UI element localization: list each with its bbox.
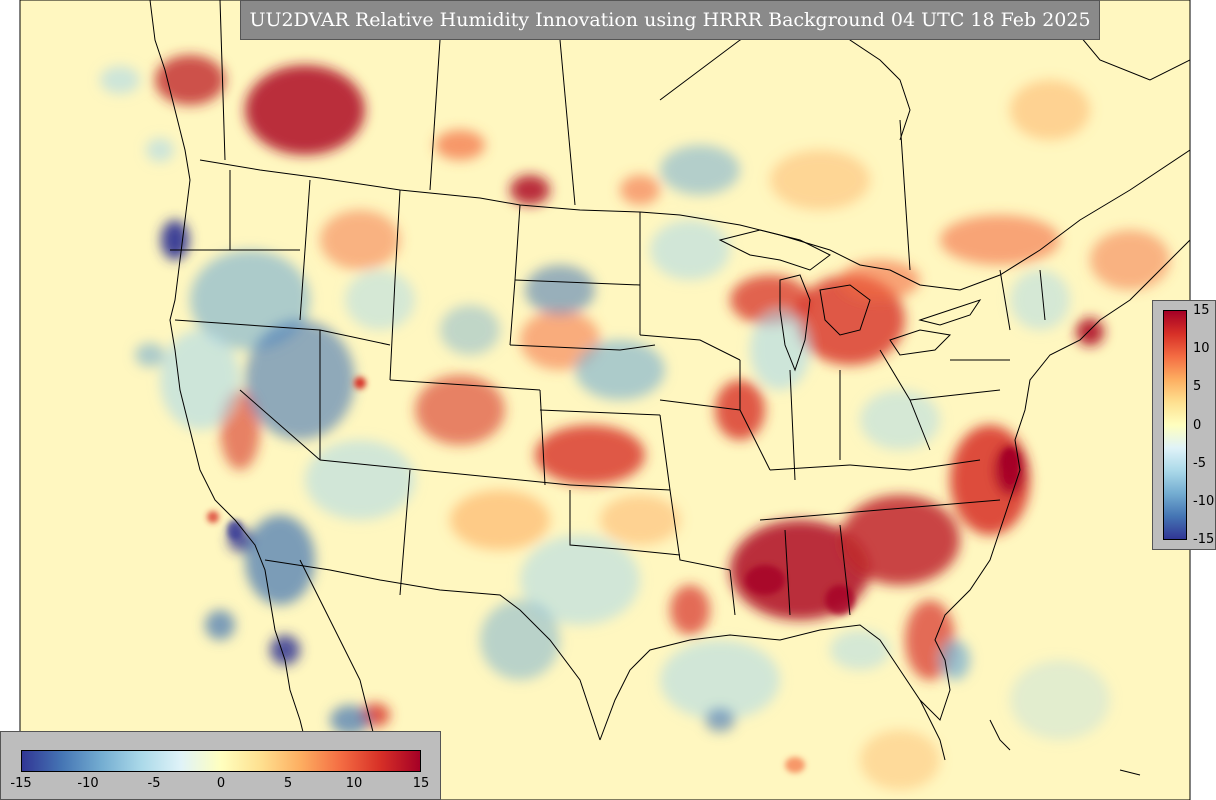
title-box: UU2DVAR Relative Humidity Innovation usi… [240,0,1100,40]
colorbar-vertical-tick: 10 [1193,341,1210,356]
boundaries [149,0,1190,800]
innovation-field [100,55,1170,790]
colorbar-vertical-tick: -5 [1193,456,1206,471]
colorbar-horizontal-tick: -5 [147,776,161,791]
colorbar-horizontal-gradient [21,750,421,772]
colorbar-vertical-tick: 15 [1193,303,1210,318]
colorbar-horizontal-tick: 15 [412,776,430,791]
map-title: UU2DVAR Relative Humidity Innovation usi… [249,9,1091,31]
colorbar-horizontal-tick: 0 [216,776,226,791]
colorbar-horizontal-tick: 5 [283,776,293,791]
colorbar-vertical: 15 10 5 0 -5 -10 -15 [1152,300,1216,550]
colorbar-horizontal-tick: 10 [345,776,363,791]
colorbar-vertical-tick: -10 [1193,494,1215,509]
colorbar-horizontal: -15 -10 -5 0 5 10 15 [0,731,441,800]
colorbar-horizontal-tick: -15 [10,776,32,791]
colorbar-vertical-gradient [1163,310,1187,540]
colorbar-vertical-tick: -15 [1193,532,1215,547]
colorbar-vertical-tick: 5 [1193,379,1202,394]
colorbar-vertical-tick: 0 [1193,418,1202,433]
colorbar-horizontal-tick: -10 [77,776,99,791]
